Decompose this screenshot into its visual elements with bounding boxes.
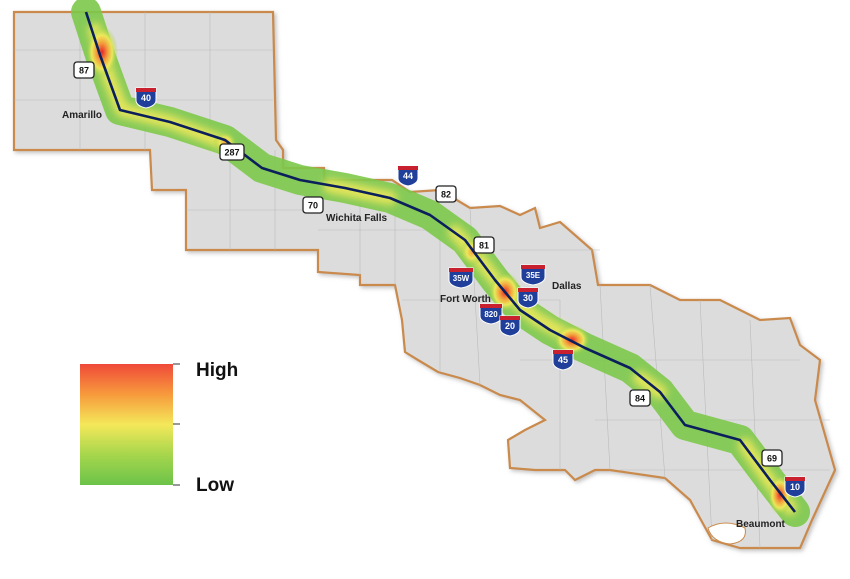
interstate-number: 820 (484, 310, 498, 319)
us-route-number: 82 (441, 190, 451, 200)
interstate-shield: 35E (520, 264, 546, 286)
interstate-number: 44 (403, 171, 413, 181)
us-route-shields: 87 287 70 82 81 84 69 (73, 61, 783, 467)
interstate-number: 10 (790, 482, 800, 492)
us-route-shield: 87 (73, 61, 95, 79)
interstate-shields: 40 44 35W 35E 30 820 (135, 87, 806, 498)
interstate-number: 45 (558, 355, 568, 365)
interstate-number: 40 (141, 93, 151, 103)
interstate-shield: 30 (517, 287, 539, 309)
interstate-shield: 20 (499, 315, 521, 337)
us-route-number: 87 (79, 66, 89, 76)
interstate-shield: 10 (784, 476, 806, 498)
us-route-shield: 287 (219, 143, 245, 161)
legend-low-label: Low (196, 475, 234, 496)
us-route-shield: 81 (473, 236, 495, 254)
us-route-shield: 84 (629, 389, 651, 407)
us-route-shield: 69 (761, 449, 783, 467)
route-line (84, 11, 797, 513)
interstate-number: 30 (523, 293, 533, 303)
us-route-number: 70 (308, 201, 318, 211)
us-route-number: 287 (224, 148, 239, 158)
city-label-fort-worth: Fort Worth (440, 294, 491, 305)
city-labels: Amarillo Wichita Falls Fort Worth Dallas… (62, 110, 786, 530)
heat-legend: High Low (80, 360, 238, 496)
us-route-number: 81 (479, 241, 489, 251)
legend-high-label: High (196, 360, 238, 381)
us-route-shield: 82 (435, 185, 457, 203)
city-label-wichita-falls: Wichita Falls (326, 213, 387, 224)
us-route-number: 69 (767, 454, 777, 464)
city-label-amarillo: Amarillo (62, 110, 102, 121)
city-label-dallas: Dallas (552, 281, 582, 292)
interstate-number: 35E (526, 271, 541, 280)
city-label-beaumont: Beaumont (736, 519, 786, 530)
interstate-shield: 35W (448, 267, 474, 289)
interstate-number: 35W (453, 274, 470, 283)
interstate-number: 20 (505, 321, 515, 331)
us-route-shield: 70 (302, 196, 324, 214)
interstate-shield: 40 (135, 87, 157, 109)
legend-gradient-bar (80, 364, 173, 485)
interstate-shield: 44 (397, 165, 419, 187)
us-route-number: 84 (635, 394, 645, 404)
interstate-shield: 820 (479, 303, 503, 325)
interstate-shield: 45 (552, 349, 574, 371)
